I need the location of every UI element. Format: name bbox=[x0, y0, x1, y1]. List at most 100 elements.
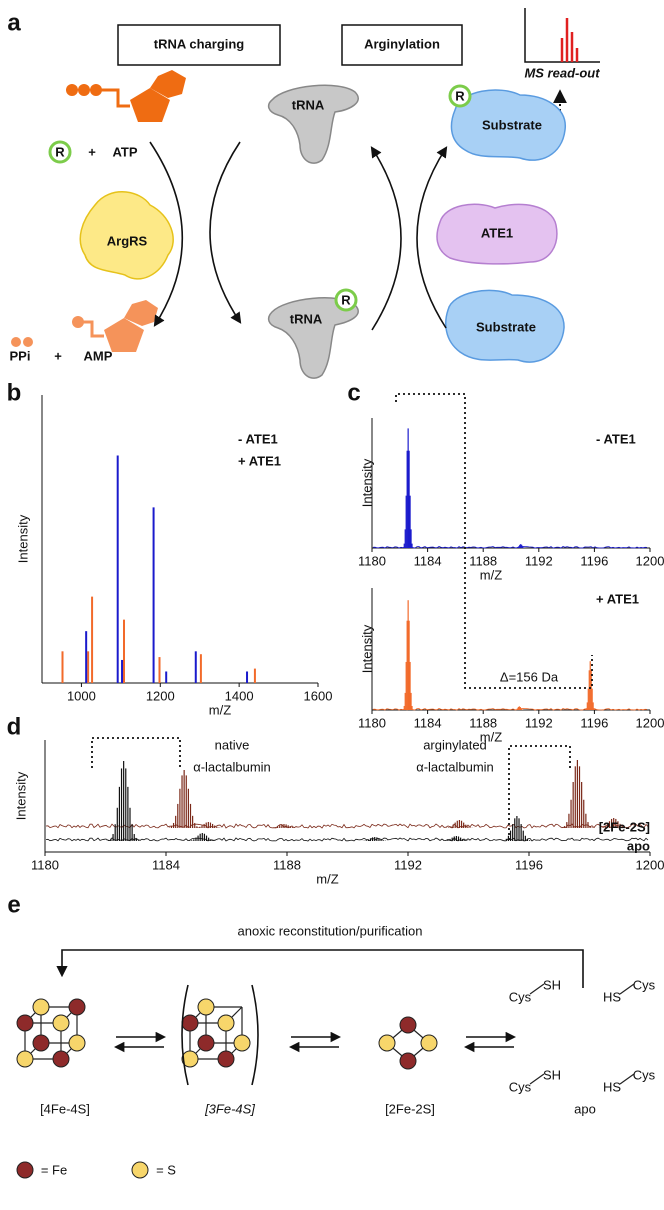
bond bbox=[529, 1073, 545, 1085]
label: α-lactalbumin bbox=[416, 759, 494, 774]
legend-entry: + ATE1 bbox=[238, 453, 281, 468]
dotted-bracket bbox=[508, 745, 571, 840]
label: = Fe bbox=[41, 1162, 67, 1177]
fe-atom bbox=[16, 1014, 34, 1032]
label: Intensity bbox=[359, 624, 374, 673]
label: 1188 bbox=[469, 553, 497, 568]
label: 1184 bbox=[414, 715, 442, 730]
label: = S bbox=[156, 1162, 176, 1177]
process-arrow bbox=[56, 949, 584, 988]
peak bbox=[495, 816, 539, 841]
bond bbox=[619, 1073, 635, 1085]
label: ArgRS bbox=[107, 233, 148, 248]
label: [4Fe-4S] bbox=[40, 1101, 90, 1116]
s-atom bbox=[16, 1050, 34, 1068]
label: R bbox=[55, 144, 65, 159]
label: Cys bbox=[509, 1079, 532, 1094]
label: 1180 bbox=[358, 715, 386, 730]
label: m/Z bbox=[480, 729, 502, 744]
label: AMP bbox=[84, 348, 113, 363]
s-atom bbox=[217, 1014, 235, 1032]
s-atom bbox=[52, 1014, 70, 1032]
r-badge bbox=[334, 288, 358, 312]
label: Arginylation bbox=[364, 36, 440, 51]
fe-atom bbox=[399, 1052, 417, 1070]
dotted-shift bbox=[395, 393, 593, 689]
peak bbox=[262, 824, 306, 828]
trna-blob bbox=[267, 84, 359, 164]
atp-molecule bbox=[66, 70, 186, 122]
label: m/Z bbox=[209, 702, 231, 717]
fe-atom bbox=[32, 1034, 50, 1052]
substrate-blob bbox=[445, 289, 565, 363]
label: 1196 bbox=[580, 715, 608, 730]
label: Δ=156 Da bbox=[500, 669, 559, 684]
label: 1200 bbox=[636, 857, 664, 872]
argrs-blob bbox=[79, 191, 174, 280]
bond bbox=[529, 983, 545, 995]
label: 1200 bbox=[636, 715, 664, 730]
label: SH bbox=[543, 1067, 561, 1082]
label: 1192 bbox=[525, 715, 553, 730]
label: 1196 bbox=[580, 553, 608, 568]
peak bbox=[162, 770, 206, 828]
label: ATE1 bbox=[481, 225, 513, 240]
label: SH bbox=[543, 977, 561, 992]
s-atom bbox=[233, 1034, 251, 1052]
s-atom bbox=[181, 1050, 199, 1068]
label: Substrate bbox=[476, 319, 536, 334]
label: 1192 bbox=[394, 857, 422, 872]
bracket bbox=[251, 984, 259, 1086]
s-atom bbox=[32, 998, 50, 1016]
fe-atom bbox=[399, 1016, 417, 1034]
label: e bbox=[7, 891, 20, 918]
legend-entry: - ATE1 bbox=[238, 431, 278, 446]
label: tRNA charging bbox=[154, 36, 245, 51]
dotted-bracket bbox=[91, 737, 181, 768]
panel-a-shapes bbox=[11, 8, 600, 379]
amp-molecule bbox=[11, 300, 158, 352]
label: + bbox=[54, 348, 62, 363]
label: ATP bbox=[112, 144, 137, 159]
label: Cys bbox=[509, 989, 532, 1004]
box bbox=[117, 24, 281, 66]
bracket bbox=[181, 984, 189, 1086]
arrow bbox=[149, 141, 184, 327]
label: arginylated bbox=[423, 737, 487, 752]
r-badge bbox=[448, 84, 472, 108]
label: 1400 bbox=[225, 688, 254, 703]
label: anoxic reconstitution/purification bbox=[238, 923, 423, 938]
s-atom bbox=[420, 1034, 438, 1052]
label: 1184 bbox=[414, 553, 442, 568]
label: m/Z bbox=[316, 871, 338, 886]
mini-axes bbox=[524, 8, 600, 63]
dotted-arrow bbox=[522, 89, 567, 129]
r-badge bbox=[48, 140, 72, 164]
peak bbox=[399, 600, 417, 710]
arrow bbox=[370, 146, 402, 331]
box bbox=[341, 24, 463, 66]
baseline-noise bbox=[45, 823, 649, 829]
peak bbox=[591, 818, 636, 828]
label: Cys bbox=[633, 1067, 656, 1082]
label: R bbox=[455, 88, 465, 103]
label: Intensity bbox=[359, 458, 374, 507]
peak bbox=[399, 428, 417, 548]
fe-atom bbox=[217, 1050, 235, 1068]
label: tRNA bbox=[290, 311, 323, 326]
label: HS bbox=[603, 989, 621, 1004]
legend-entry: apo bbox=[627, 838, 650, 853]
label: Intensity bbox=[15, 514, 30, 563]
label: R bbox=[341, 292, 351, 307]
substrate-blob bbox=[450, 89, 566, 161]
peak bbox=[581, 661, 599, 710]
bond bbox=[619, 983, 635, 995]
fe-atom bbox=[181, 1014, 199, 1032]
arrow bbox=[209, 141, 242, 324]
label: Intensity bbox=[13, 771, 28, 820]
label: MS read-out bbox=[524, 65, 600, 80]
peak bbox=[511, 706, 527, 710]
peak bbox=[437, 820, 482, 828]
label: a bbox=[7, 9, 21, 36]
